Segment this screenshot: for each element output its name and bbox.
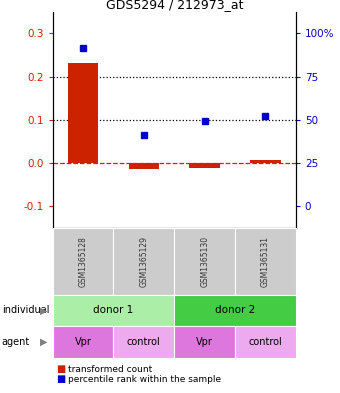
Text: GSM1365129: GSM1365129 bbox=[139, 236, 148, 287]
Text: donor 1: donor 1 bbox=[94, 305, 134, 316]
Text: GSM1365130: GSM1365130 bbox=[200, 236, 209, 287]
Text: control: control bbox=[127, 337, 161, 347]
Bar bbox=[189, 163, 220, 168]
Text: Vpr: Vpr bbox=[196, 337, 213, 347]
Bar bbox=[250, 160, 280, 163]
Bar bbox=[68, 63, 98, 163]
Bar bbox=[129, 163, 159, 169]
Text: control: control bbox=[249, 337, 282, 347]
Text: ▶: ▶ bbox=[40, 337, 48, 347]
Text: Vpr: Vpr bbox=[75, 337, 91, 347]
Text: transformed count: transformed count bbox=[68, 365, 152, 374]
Title: GDS5294 / 212973_at: GDS5294 / 212973_at bbox=[105, 0, 243, 11]
Text: percentile rank within the sample: percentile rank within the sample bbox=[68, 375, 221, 384]
Text: GSM1365128: GSM1365128 bbox=[79, 236, 88, 287]
Text: ■: ■ bbox=[56, 374, 65, 384]
Text: donor 2: donor 2 bbox=[215, 305, 255, 316]
Text: GSM1365131: GSM1365131 bbox=[261, 236, 270, 287]
Text: ■: ■ bbox=[56, 364, 65, 375]
Text: agent: agent bbox=[2, 337, 30, 347]
Text: ▶: ▶ bbox=[40, 305, 48, 316]
Text: individual: individual bbox=[2, 305, 49, 316]
